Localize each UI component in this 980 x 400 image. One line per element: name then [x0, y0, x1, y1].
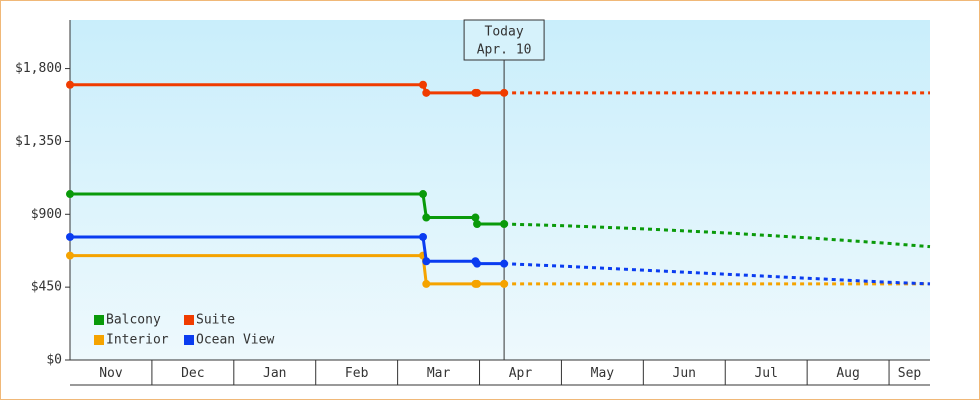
point: [473, 220, 482, 228]
point: [500, 88, 509, 97]
x-tick-label: Dec: [181, 366, 204, 381]
y-tick-label: $1,350: [15, 134, 62, 149]
x-tick-label: Sep: [898, 366, 922, 381]
x-tick-label: Mar: [427, 366, 451, 381]
point: [422, 88, 431, 97]
point: [473, 279, 482, 288]
today-box: [463, 19, 545, 61]
legend-swatch: [184, 335, 194, 345]
point: [500, 279, 509, 288]
point: [66, 251, 74, 260]
plot-area: [70, 20, 930, 360]
point: [66, 232, 74, 241]
y-tick-label: $0: [46, 353, 62, 368]
x-tick-label: Aug: [836, 366, 859, 381]
history-line: [70, 83, 505, 95]
point: [419, 80, 428, 89]
today-label: Today: [485, 25, 524, 40]
point: [500, 259, 509, 268]
point: [419, 232, 428, 241]
point: [419, 190, 428, 199]
forecast-line: [504, 262, 931, 286]
x-tick-label: Jul: [754, 366, 777, 381]
legend-label: Balcony: [106, 313, 161, 328]
history-line: [70, 254, 505, 286]
x-tick-label: Jun: [673, 366, 696, 381]
x-tick-label: Nov: [99, 366, 123, 381]
point: [473, 259, 482, 268]
point: [422, 279, 431, 288]
legend-label: Interior: [106, 333, 169, 348]
y-tick-label: $450: [31, 280, 62, 295]
point: [422, 257, 431, 266]
legend-swatch: [184, 315, 194, 325]
x-tick-label: Jan: [263, 366, 286, 381]
forecast-line: [504, 222, 931, 249]
point: [471, 213, 480, 222]
y-tick-label: $900: [31, 207, 62, 222]
point: [500, 220, 509, 228]
point: [66, 80, 74, 89]
point: [66, 190, 74, 199]
point: [422, 213, 431, 222]
legend-label: Ocean View: [196, 333, 274, 348]
x-tick-label: Feb: [345, 366, 369, 381]
legend-swatch: [94, 335, 104, 345]
x-tick-label: May: [591, 366, 615, 381]
legend-label: Suite: [196, 313, 235, 328]
history-line: [70, 235, 505, 266]
y-tick-label: $1,800: [15, 61, 62, 76]
point: [473, 88, 482, 97]
history-line: [70, 192, 505, 226]
legend-swatch: [94, 315, 104, 325]
x-tick-label: Apr: [509, 366, 533, 381]
today-date: Apr. 10: [477, 43, 532, 58]
